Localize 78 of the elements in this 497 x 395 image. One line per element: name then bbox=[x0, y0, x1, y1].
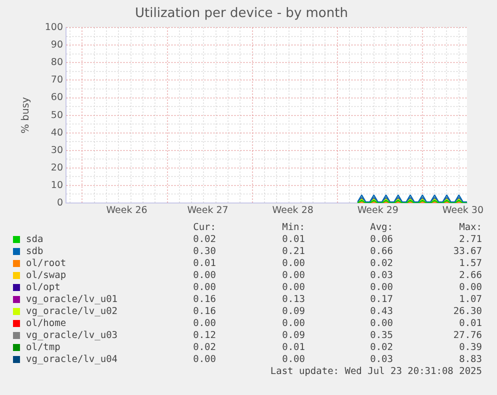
text: 0.00 bbox=[369, 318, 393, 330]
text: 0.66 bbox=[369, 246, 393, 258]
text: 33.67 bbox=[452, 246, 482, 258]
text: 0.12 bbox=[192, 330, 216, 342]
text: 0.09 bbox=[281, 306, 305, 318]
text: 0.03 bbox=[369, 354, 393, 366]
legend-label: vg_oracle/lv_u01 bbox=[26, 294, 118, 306]
text: 0.01 bbox=[281, 234, 305, 246]
text: 0.02 bbox=[192, 234, 216, 246]
y-tick-label: 50 bbox=[50, 110, 63, 121]
text: 0.00 bbox=[281, 318, 305, 330]
text: 0.00 bbox=[192, 270, 216, 282]
text: 0.39 bbox=[458, 342, 482, 354]
text: 0.03 bbox=[369, 270, 393, 282]
text: 0.01 bbox=[458, 318, 482, 330]
y-tick-label: 90 bbox=[50, 40, 63, 51]
text: 0.17 bbox=[369, 294, 393, 306]
x-tick-label: Week 30 bbox=[442, 205, 484, 216]
legend-label: sdb bbox=[26, 246, 44, 258]
x-tick-label: Week 29 bbox=[357, 205, 398, 216]
y-axis-title: % busy bbox=[20, 96, 32, 134]
legend-label: sda bbox=[26, 234, 44, 246]
text: 0.00 bbox=[369, 282, 393, 294]
text: 0.43 bbox=[369, 306, 393, 318]
text: 0.02 bbox=[369, 258, 393, 270]
legend-label: ol/tmp bbox=[26, 342, 60, 354]
legend-label: ol/opt bbox=[26, 282, 60, 294]
text: 1.07 bbox=[458, 294, 482, 306]
text: 0.00 bbox=[458, 282, 482, 294]
text: 26.30 bbox=[452, 306, 482, 318]
y-tick-label: 80 bbox=[50, 57, 63, 68]
legend-label: vg_oracle/lv_u03 bbox=[26, 330, 118, 342]
text: Cur: bbox=[192, 222, 216, 234]
text: 1.57 bbox=[458, 258, 482, 270]
text: 0.13 bbox=[281, 294, 305, 306]
text: 0.16 bbox=[192, 306, 216, 318]
legend-label: vg_oracle/lv_u02 bbox=[26, 306, 118, 318]
text: Avg: bbox=[369, 222, 393, 234]
x-tick-label: Week 27 bbox=[187, 205, 228, 216]
legend-label: vg_oracle/lv_u04 bbox=[26, 354, 118, 366]
text: 0.00 bbox=[192, 318, 216, 330]
text: 0.35 bbox=[369, 330, 393, 342]
text: Max: bbox=[458, 222, 482, 234]
text: 0.01 bbox=[281, 342, 305, 354]
legend-label: ol/home bbox=[26, 318, 66, 330]
text: 0.00 bbox=[281, 282, 305, 294]
text: 0.00 bbox=[281, 258, 305, 270]
text: 27.76 bbox=[452, 330, 482, 342]
y-tick-label: 70 bbox=[50, 74, 63, 86]
text: 0.00 bbox=[281, 354, 305, 366]
text: 0.21 bbox=[281, 246, 305, 258]
y-tick-label: 40 bbox=[50, 127, 63, 138]
legend-label: ol/root bbox=[26, 258, 66, 270]
text: 0.00 bbox=[281, 270, 305, 282]
chart-title: Utilization per device - by month bbox=[135, 6, 348, 22]
text: 8.83 bbox=[458, 354, 482, 366]
y-tick-label: 10 bbox=[50, 180, 63, 191]
text: 0.09 bbox=[281, 330, 305, 342]
text: 0.06 bbox=[369, 234, 393, 246]
text: 2.66 bbox=[458, 270, 482, 282]
text: 0.16 bbox=[192, 294, 216, 306]
text: 0.02 bbox=[192, 342, 216, 354]
text: 2.71 bbox=[458, 234, 482, 246]
text: Last update: Wed Jul 23 20:31:08 2025 bbox=[269, 366, 482, 378]
text: 0.00 bbox=[192, 354, 216, 366]
text: 0.02 bbox=[369, 342, 393, 354]
y-tick-label: 20 bbox=[50, 162, 63, 174]
y-tick-label: 30 bbox=[50, 144, 63, 156]
y-tick-label: 60 bbox=[50, 92, 63, 104]
y-tick-label: 0 bbox=[56, 197, 63, 208]
legend-label: ol/swap bbox=[26, 270, 66, 282]
y-tick-label: 100 bbox=[44, 22, 63, 34]
text: 0.01 bbox=[192, 258, 216, 270]
x-tick-label: Week 26 bbox=[106, 205, 148, 216]
text: Min: bbox=[281, 222, 305, 234]
text: 0.00 bbox=[192, 282, 216, 294]
x-tick-label: Week 28 bbox=[272, 205, 314, 216]
text: 0.30 bbox=[192, 246, 216, 258]
